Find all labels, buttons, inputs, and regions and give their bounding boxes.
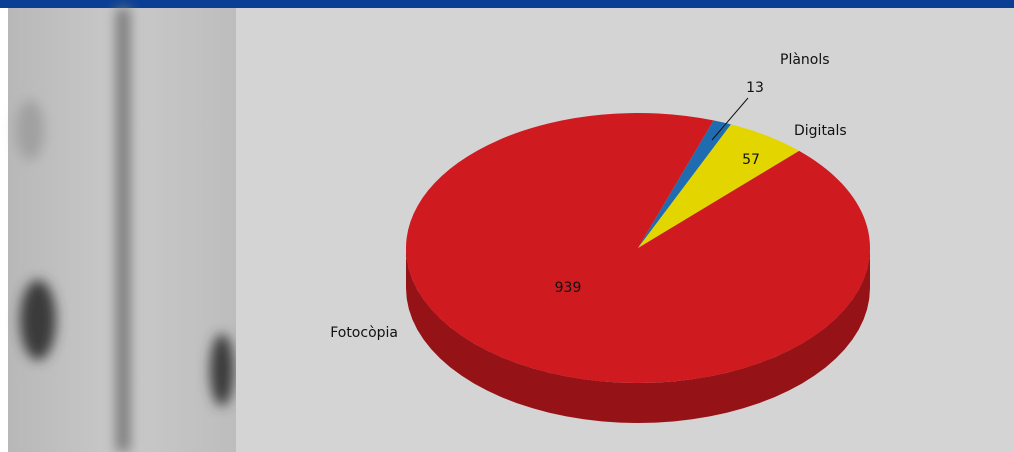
top-bar: [0, 0, 1014, 8]
slice-label: Digitals: [794, 123, 847, 139]
page: Plànols 13 Digitals 57 Fotocòpia 939: [0, 0, 1014, 452]
value-label: 13: [746, 80, 764, 96]
slice-label: Plànols: [780, 52, 830, 68]
value-label: 939: [555, 280, 582, 296]
value-label: 57: [742, 152, 760, 168]
left-margin: [0, 8, 8, 452]
slice-label: Fotocòpia: [330, 325, 398, 341]
pie: [406, 113, 870, 423]
photo-panel: [8, 8, 236, 452]
slice: [406, 113, 870, 383]
